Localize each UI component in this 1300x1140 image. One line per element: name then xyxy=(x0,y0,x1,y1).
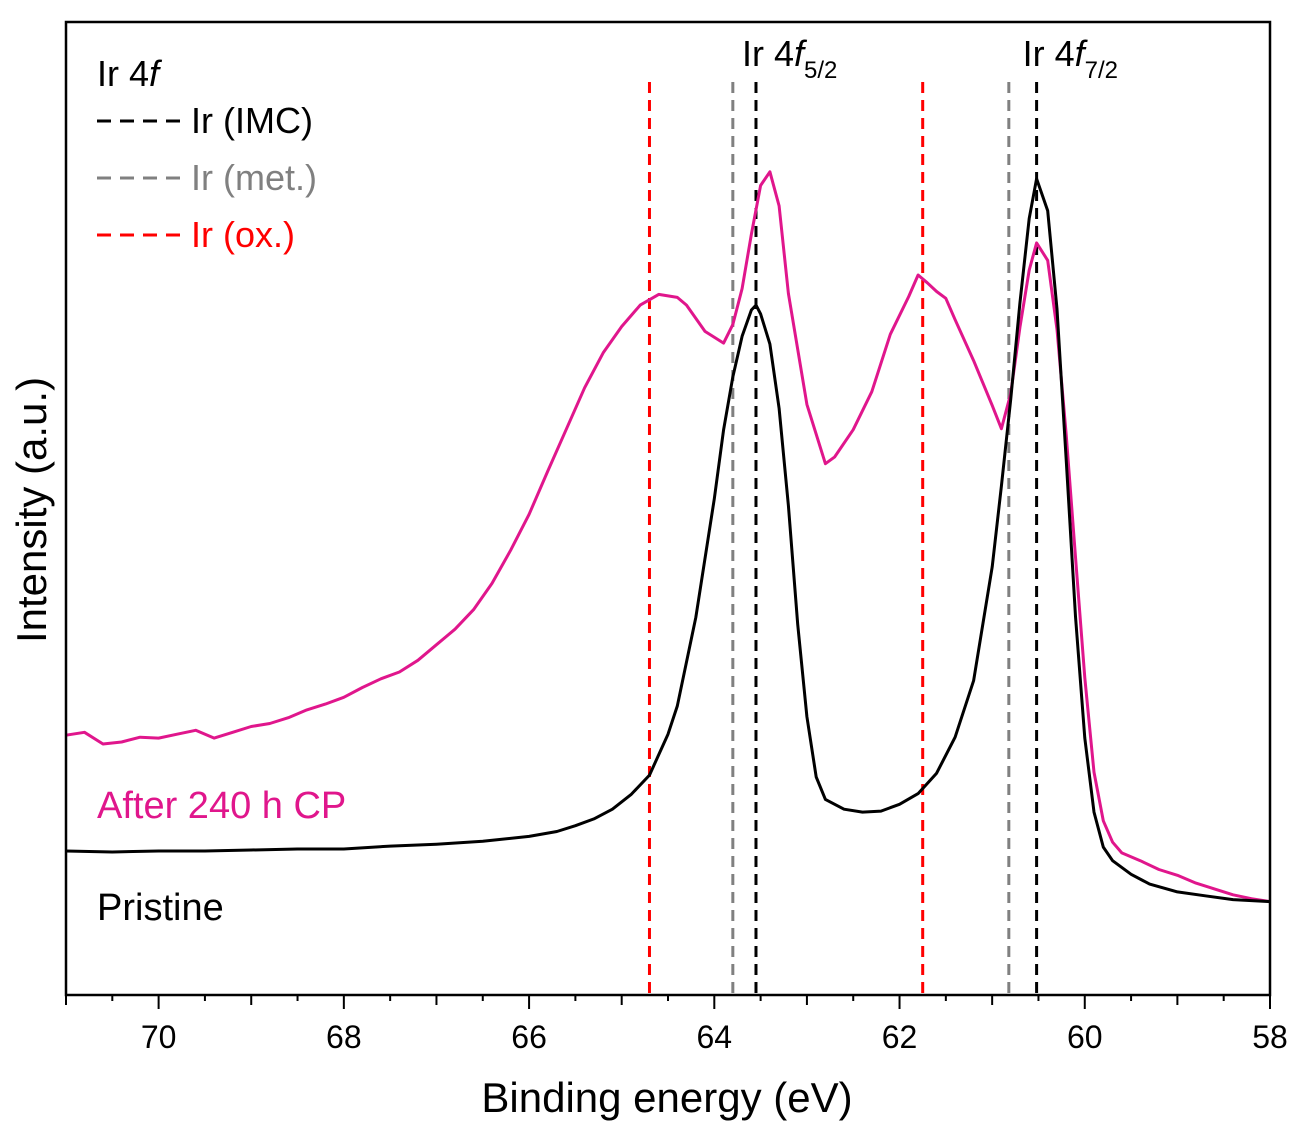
legend-label-ir-imc: Ir (IMC) xyxy=(191,100,313,141)
peak-annotation-5-2: Ir 4f5/2 xyxy=(742,33,837,84)
x-tick-label: 70 xyxy=(141,1019,177,1055)
legend-label-ir-met: Ir (met.) xyxy=(191,157,317,198)
x-axis-label: Binding energy (eV) xyxy=(481,1074,852,1121)
x-tick-label: 62 xyxy=(882,1019,918,1055)
y-axis-label: Intensity (a.u.) xyxy=(8,377,55,643)
legend: Ir (IMC) Ir (met.) Ir (ox.) xyxy=(97,100,317,255)
series-line-after-240-h-cp xyxy=(65,170,1271,904)
reference-lines xyxy=(647,82,1039,995)
series-label-pristine: Pristine xyxy=(97,887,224,929)
series-labels: After 240 h CP Pristine xyxy=(97,785,346,929)
x-tick-label: 58 xyxy=(1252,1019,1288,1055)
x-axis-ticks: 70 68 66 64 62 60 58 xyxy=(65,995,1288,1055)
peak-annotations: Ir 4f5/2 Ir 4f7/2 xyxy=(742,33,1118,84)
panel-label: Ir 4f xyxy=(97,53,163,94)
series-line-pristine xyxy=(65,177,1271,904)
peak-annotation-7-2: Ir 4f7/2 xyxy=(1023,33,1118,84)
x-tick-label: 66 xyxy=(511,1019,547,1055)
series-label-after-240-h-cp: After 240 h CP xyxy=(97,785,346,827)
x-tick-label: 68 xyxy=(326,1019,362,1055)
x-tick-label: 64 xyxy=(697,1019,733,1055)
legend-label-ir-ox: Ir (ox.) xyxy=(191,214,295,255)
series-layer xyxy=(65,170,1271,904)
x-tick-label: 60 xyxy=(1067,1019,1103,1055)
